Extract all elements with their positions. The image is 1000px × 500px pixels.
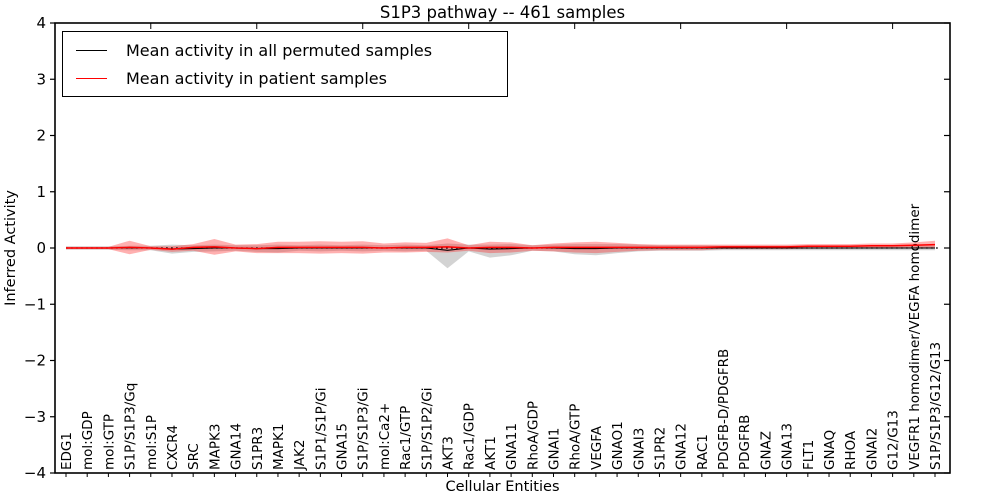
x-axis-label: Cellular Entities <box>445 479 560 495</box>
x-tick-label: PDGFRB <box>737 415 753 470</box>
x-tick-label: GNA12 <box>674 423 690 470</box>
legend: Mean activity in all permuted samples Me… <box>62 31 508 97</box>
x-tick-label: VEGFA <box>589 425 605 470</box>
legend-line-permuted-icon <box>76 49 107 51</box>
legend-label-permuted: Mean activity in all permuted samples <box>126 40 433 60</box>
y-tick-label: 1 <box>36 183 46 201</box>
series-line-0 <box>66 247 935 251</box>
y-tick-label: 4 <box>36 14 46 32</box>
x-tick-label: S1P/S1P3/Gq <box>123 383 139 470</box>
x-tick-label: GNA14 <box>229 423 245 470</box>
y-tick-label: 0 <box>36 239 46 257</box>
x-tick-label: SRC <box>186 443 202 470</box>
x-tick-label: mol:GTP <box>101 414 117 470</box>
x-tick-label: RHOA <box>843 430 859 470</box>
x-tick-label: GNAI3 <box>631 428 647 470</box>
x-tick-label: MAPK3 <box>207 424 223 470</box>
x-tick-label: S1P/S1P3/Gi <box>356 388 372 471</box>
legend-item-patient: Mean activity in patient samples <box>63 64 507 92</box>
x-tick-label: S1PR3 <box>250 427 266 470</box>
legend-label-patient: Mean activity in patient samples <box>126 68 387 88</box>
y-tick-label: 3 <box>36 70 46 88</box>
x-tick-label: GNAQ <box>822 430 838 470</box>
x-tick-label: GNA11 <box>504 423 520 470</box>
x-tick-label: GNAZ <box>758 431 774 470</box>
x-tick-label: GNAI1 <box>547 428 563 470</box>
x-tick-label: FLT1 <box>801 440 817 470</box>
x-tick-label: mol:GDP <box>80 411 96 470</box>
y-axis-label: Inferred Activity <box>3 190 19 306</box>
x-tick-label: G12/G13 <box>886 410 902 470</box>
x-tick-label: CXCR4 <box>165 425 181 470</box>
legend-line-patient-icon <box>76 77 107 79</box>
x-tick-label: GNAO1 <box>610 421 626 470</box>
y-tick-label: −4 <box>24 464 46 482</box>
x-tick-label: mol:Ca2+ <box>377 403 393 470</box>
x-tick-label: EDG1 <box>59 432 75 470</box>
x-tick-label: RAC1 <box>695 434 711 470</box>
x-tick-label: GNA15 <box>335 423 351 470</box>
series-line-1 <box>66 243 936 250</box>
x-tick-label: RhoA/GTP <box>568 404 584 470</box>
x-tick-label: MAPK1 <box>271 424 287 470</box>
x-tick-label: S1PR2 <box>653 427 669 470</box>
x-tick-label: GNA13 <box>780 423 796 470</box>
x-tick-label: S1P/S1P2/Gi <box>419 388 435 471</box>
legend-item-permuted: Mean activity in all permuted samples <box>63 36 507 64</box>
y-tick-label: −2 <box>24 352 46 370</box>
x-tick-label: mol:S1P <box>144 415 160 470</box>
chart-title: S1P3 pathway -- 461 samples <box>379 3 626 22</box>
x-tick-label: GNAI2 <box>864 428 880 470</box>
series-band-0 <box>66 243 935 269</box>
y-tick-label: 2 <box>36 127 46 145</box>
series-band-1 <box>66 238 935 255</box>
x-tick-label: AKT1 <box>483 436 499 470</box>
y-tick-label: −1 <box>24 295 46 313</box>
x-tick-label: VEGFR1 homodimer/VEGFA homodimer <box>907 203 923 470</box>
x-tick-label: AKT3 <box>441 436 457 470</box>
y-tick-label: −3 <box>24 408 46 426</box>
x-tick-label: Rac1/GDP <box>462 403 478 470</box>
x-tick-label: S1P/S1P3/G12/G13 <box>928 342 944 470</box>
x-tick-label: PDGFB-D/PDGFRB <box>716 349 732 470</box>
x-tick-label: Rac1/GTP <box>398 406 414 470</box>
x-tick-label: S1P1/S1P/Gi <box>313 388 329 471</box>
x-tick-label: JAK2 <box>292 440 308 471</box>
x-tick-label: RhoA/GDP <box>525 401 541 470</box>
